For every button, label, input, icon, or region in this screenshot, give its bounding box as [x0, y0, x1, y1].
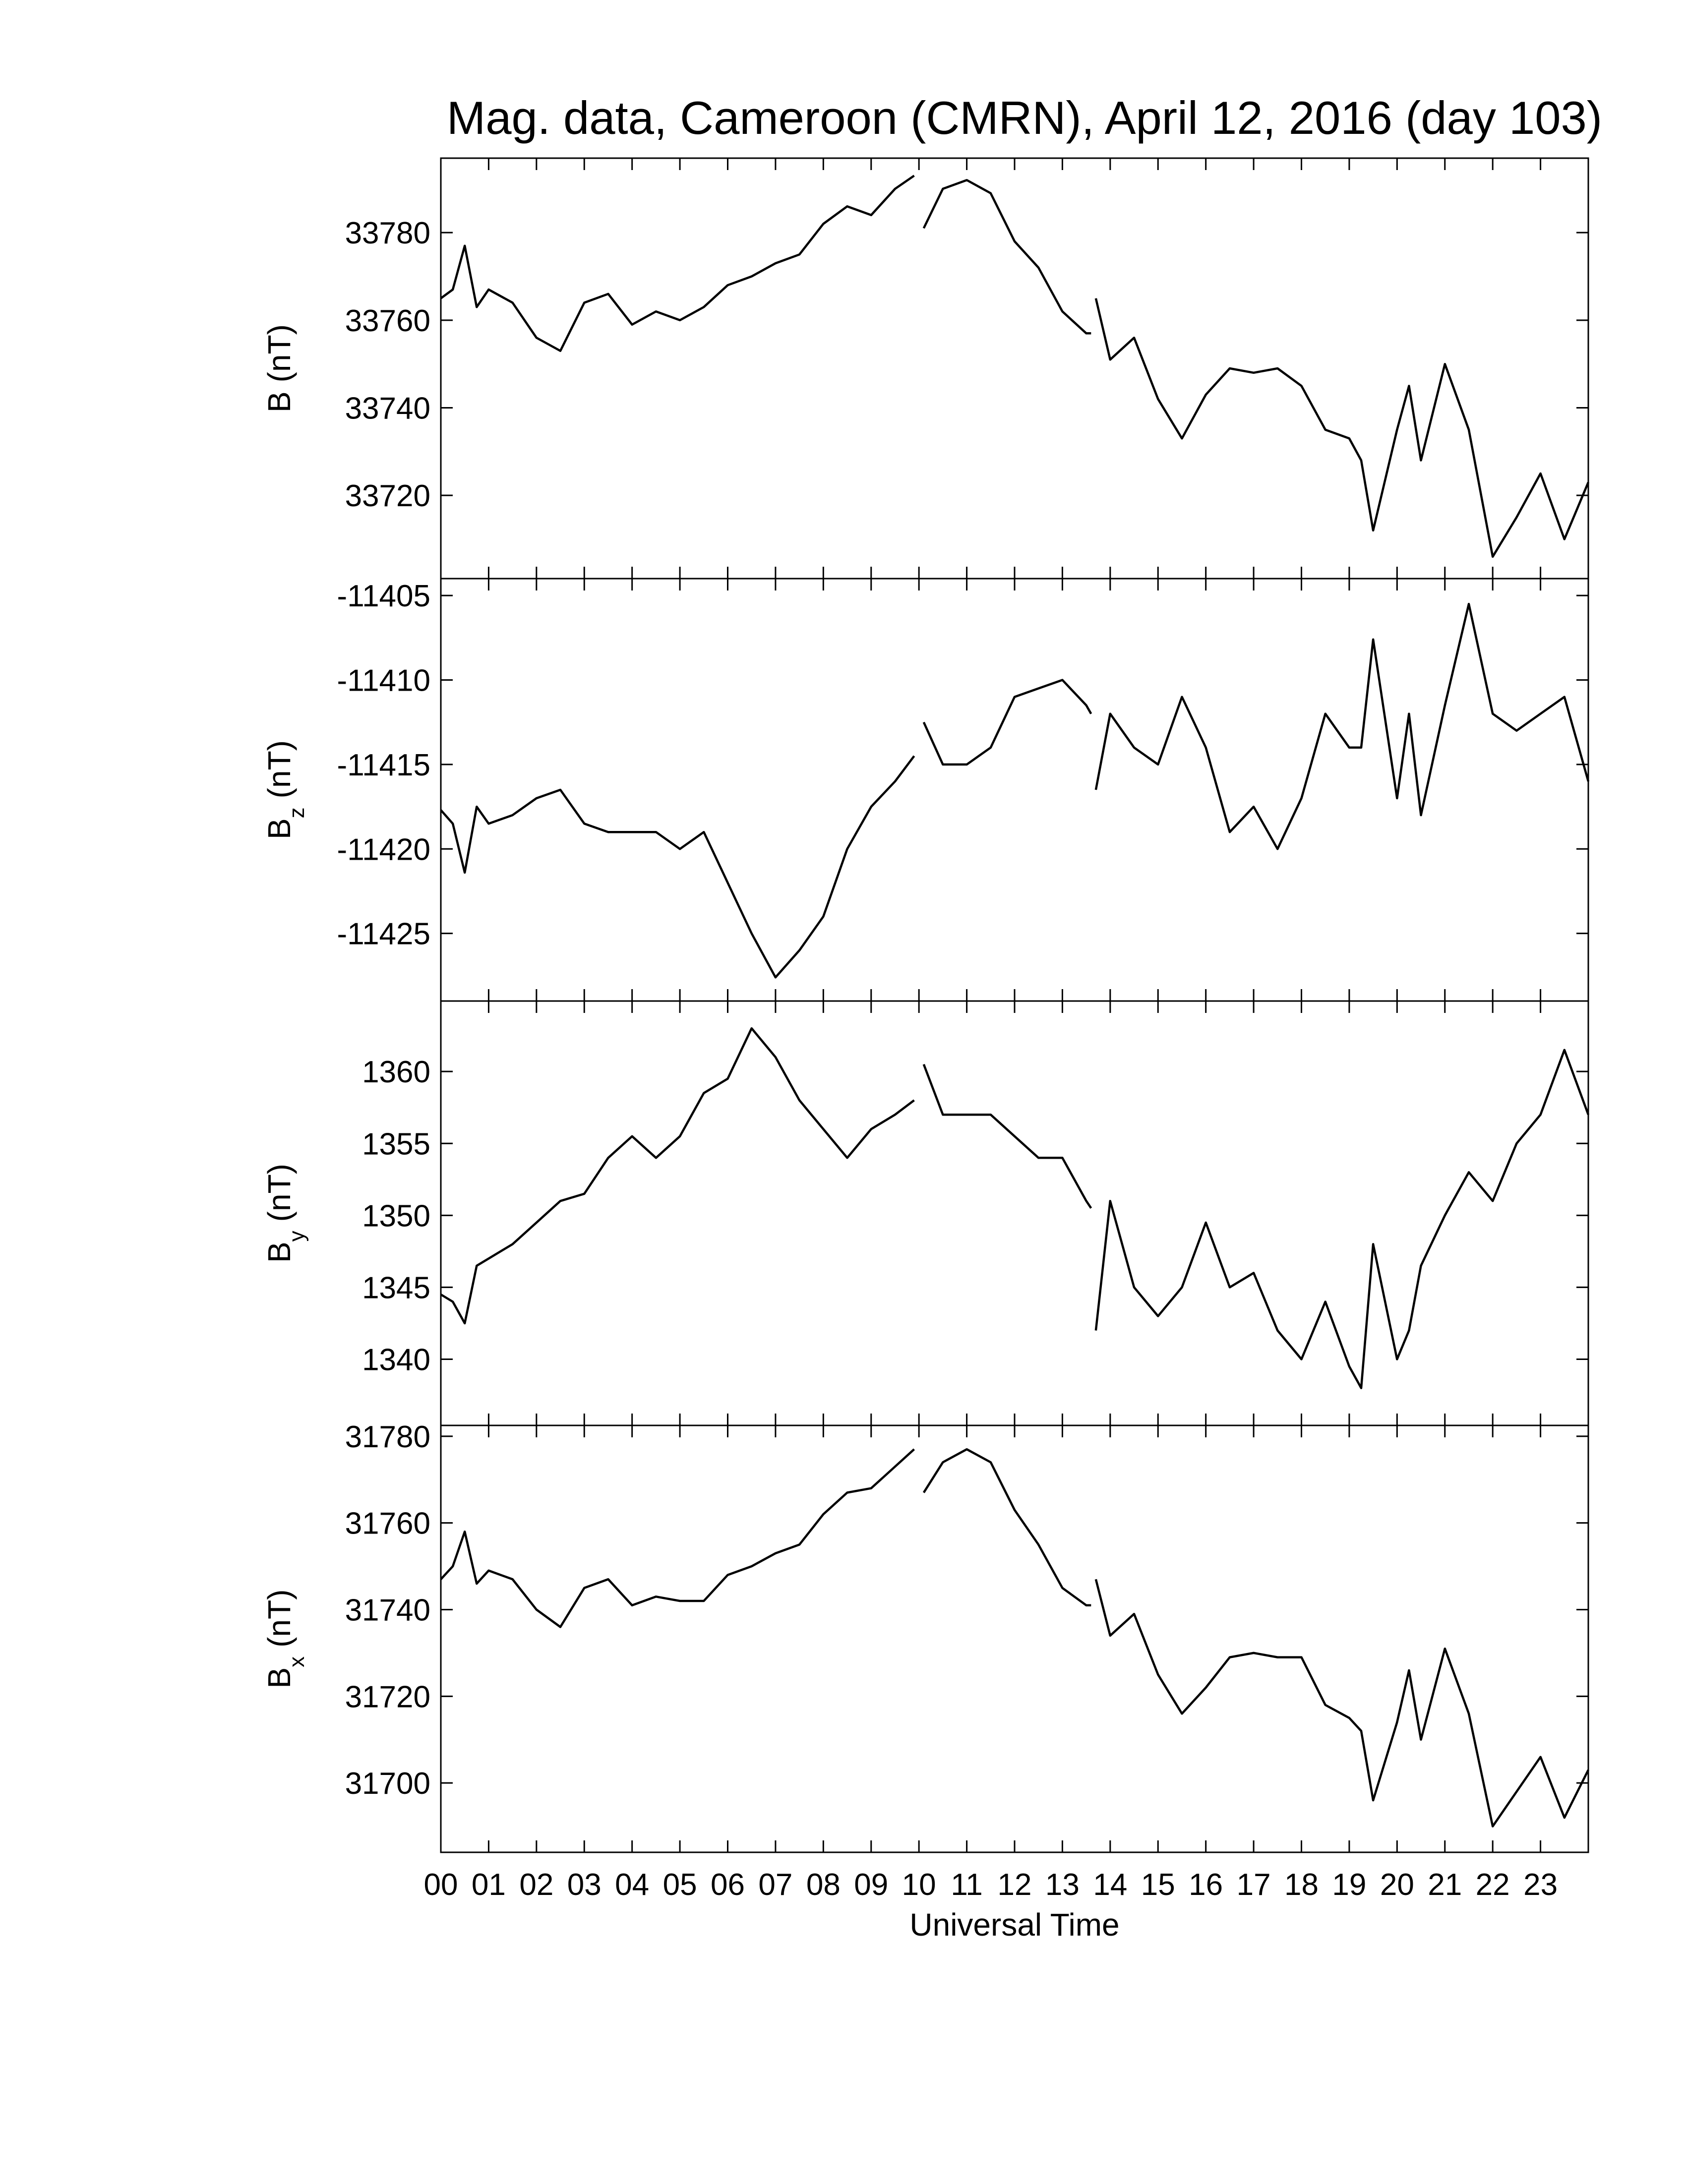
x-tick-label: 09 — [854, 1868, 888, 1902]
plot-frame — [440, 1424, 1589, 1853]
x-tick-label: 22 — [1476, 1868, 1510, 1902]
y-tick-label: 31780 — [345, 1420, 430, 1454]
x-tick-label: 23 — [1523, 1868, 1558, 1902]
x-tick-label: 16 — [1189, 1868, 1223, 1902]
y-tick-label: -11415 — [337, 748, 430, 782]
y-label-symbol: B — [261, 1667, 297, 1689]
y-tick-label: 31720 — [345, 1680, 430, 1714]
data-line — [440, 1448, 1590, 1828]
x-tick-label: 00 — [424, 1868, 458, 1902]
chart-title: Mag. data, Cameroon (CMRN), April 12, 20… — [447, 92, 1602, 144]
x-tick-label: 10 — [902, 1868, 936, 1902]
plot-frame — [440, 1000, 1589, 1426]
y-tick-label: 1355 — [362, 1127, 430, 1161]
y-axis-label: Bz (nT) — [261, 740, 309, 839]
y-label-subscript: x — [285, 1656, 309, 1667]
x-tick-label: 05 — [663, 1868, 697, 1902]
x-tick-label: 12 — [998, 1868, 1032, 1902]
data-line — [440, 602, 1590, 979]
y-tick-label: 31740 — [345, 1593, 430, 1627]
x-tick-label: 19 — [1332, 1868, 1366, 1902]
plot-frame — [440, 157, 1589, 580]
x-tick-label: 03 — [567, 1868, 602, 1902]
x-tick-label: 01 — [472, 1868, 506, 1902]
y-axis-label: B (nT) — [261, 324, 297, 413]
x-tick-label: 15 — [1141, 1868, 1175, 1902]
x-tick-label: 04 — [615, 1868, 649, 1902]
y-tick-label: 1345 — [362, 1271, 430, 1305]
plot-frame — [440, 578, 1589, 1002]
y-tick-label: 1360 — [362, 1055, 430, 1089]
x-tick-label: 07 — [758, 1868, 792, 1902]
x-tick-label: 21 — [1428, 1868, 1462, 1902]
y-tick-label: 1340 — [362, 1343, 430, 1377]
x-tick-label: 11 — [951, 1868, 982, 1902]
y-label-symbol: B — [261, 1241, 297, 1263]
y-tick-label: 33760 — [345, 304, 430, 338]
y-label-unit: (nT) — [261, 740, 297, 798]
y-tick-label: 31760 — [345, 1507, 430, 1541]
x-tick-label: 17 — [1237, 1868, 1271, 1902]
y-tick-label: 33740 — [345, 392, 430, 426]
y-axis-label: Bx (nT) — [261, 1590, 309, 1689]
x-tick-label: 20 — [1380, 1868, 1414, 1902]
x-tick-label: 14 — [1093, 1868, 1127, 1902]
y-label-subscript: z — [285, 807, 309, 818]
x-tick-label: 08 — [806, 1868, 841, 1902]
x-tick-label: 06 — [711, 1868, 745, 1902]
y-tick-label: 31700 — [345, 1767, 430, 1801]
y-axis-label: By (nT) — [261, 1164, 309, 1263]
x-axis-label: Universal Time — [909, 1907, 1119, 1943]
y-label-unit: (nT) — [261, 1590, 297, 1648]
x-tick-label: 18 — [1284, 1868, 1319, 1902]
y-tick-label: -11410 — [337, 663, 430, 698]
y-tick-label: 33780 — [345, 216, 430, 250]
y-tick-label: 33720 — [345, 479, 430, 513]
y-label-subscript: y — [285, 1231, 309, 1241]
x-tick-label: 02 — [519, 1868, 553, 1902]
y-label-unit: (nT) — [261, 324, 297, 382]
y-label-unit: (nT) — [261, 1164, 297, 1222]
data-line — [440, 175, 1590, 558]
data-line — [440, 1027, 1590, 1389]
y-tick-label: -11405 — [337, 579, 430, 613]
x-tick-label: 13 — [1045, 1868, 1080, 1902]
y-label-symbol: B — [261, 818, 297, 839]
y-tick-label: -11420 — [337, 832, 430, 867]
y-tick-label: -11425 — [337, 917, 430, 951]
y-tick-label: 1350 — [362, 1199, 430, 1233]
y-label-symbol: B — [261, 391, 297, 413]
